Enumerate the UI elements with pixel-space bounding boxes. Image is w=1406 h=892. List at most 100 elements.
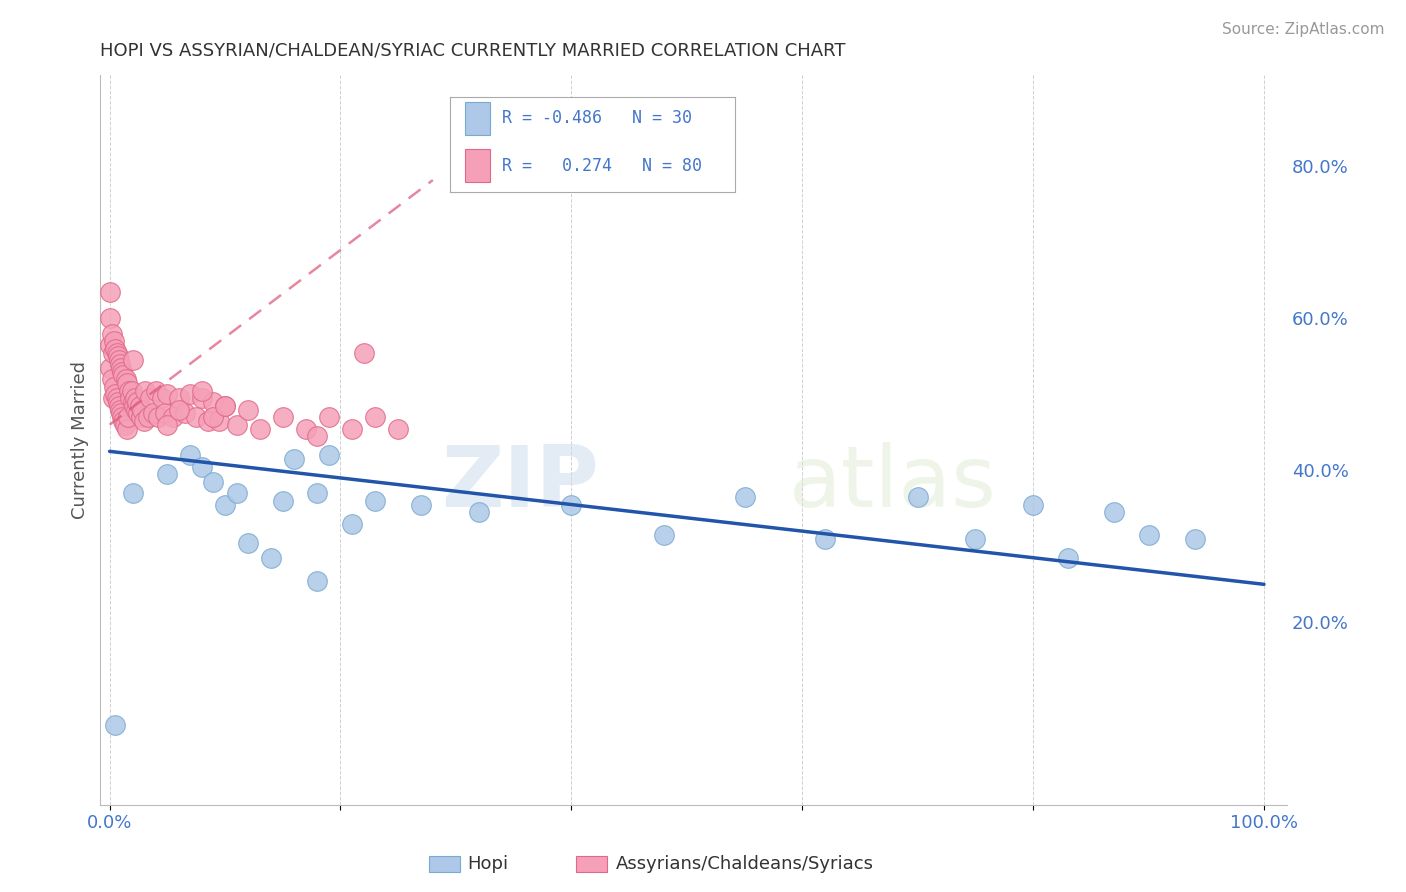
Point xyxy=(214,399,236,413)
Point xyxy=(107,395,129,409)
Point xyxy=(121,486,143,500)
Point xyxy=(127,395,149,409)
Point xyxy=(98,311,121,326)
Point xyxy=(1137,528,1160,542)
Point xyxy=(117,410,139,425)
Point xyxy=(145,384,167,398)
Point xyxy=(364,410,387,425)
Point xyxy=(907,490,929,504)
Point xyxy=(129,410,152,425)
Point xyxy=(110,360,132,375)
Point xyxy=(295,421,318,435)
Point xyxy=(121,395,143,409)
Text: ZIP: ZIP xyxy=(441,442,599,525)
Point xyxy=(146,410,169,425)
Point xyxy=(124,391,146,405)
Point xyxy=(111,365,134,379)
Point xyxy=(202,395,225,409)
Point xyxy=(225,486,247,500)
Point xyxy=(101,372,124,386)
Point xyxy=(260,550,283,565)
Point xyxy=(98,285,121,299)
Point xyxy=(236,402,259,417)
Point xyxy=(167,402,190,417)
Point xyxy=(179,448,201,462)
Point xyxy=(128,399,150,413)
Point xyxy=(98,338,121,352)
Text: HOPI VS ASSYRIAN/CHALDEAN/SYRIAC CURRENTLY MARRIED CORRELATION CHART: HOPI VS ASSYRIAN/CHALDEAN/SYRIAC CURRENT… xyxy=(100,42,846,60)
Point xyxy=(118,384,141,398)
Point xyxy=(150,391,173,405)
Point xyxy=(134,414,156,428)
Point xyxy=(271,493,294,508)
Point xyxy=(1184,532,1206,546)
Point xyxy=(387,421,409,435)
Text: Hopi: Hopi xyxy=(467,855,508,873)
Point xyxy=(108,402,131,417)
Point xyxy=(318,448,340,462)
Point xyxy=(1102,505,1125,519)
Point xyxy=(120,391,142,405)
Point xyxy=(122,399,145,413)
Point xyxy=(214,399,236,413)
Point xyxy=(136,410,159,425)
Point xyxy=(107,350,129,364)
Point xyxy=(104,342,127,356)
Text: Assyrians/Chaldeans/Syriacs: Assyrians/Chaldeans/Syriacs xyxy=(616,855,873,873)
Point xyxy=(225,417,247,432)
Point xyxy=(271,410,294,425)
Point xyxy=(162,410,184,425)
Point xyxy=(103,334,125,348)
Point xyxy=(202,410,225,425)
Point xyxy=(340,421,363,435)
Point xyxy=(214,498,236,512)
Point xyxy=(208,414,231,428)
Point xyxy=(115,376,138,390)
Point xyxy=(111,410,134,425)
Point xyxy=(734,490,756,504)
Point xyxy=(1056,550,1078,565)
Point xyxy=(110,406,132,420)
Point xyxy=(134,384,156,398)
Point xyxy=(131,402,153,417)
Point xyxy=(105,391,128,405)
Point xyxy=(142,406,165,420)
Point xyxy=(101,345,124,359)
Point xyxy=(307,574,329,588)
Point xyxy=(125,402,148,417)
Point xyxy=(103,380,125,394)
Point xyxy=(114,417,136,432)
Point xyxy=(652,528,675,542)
Point xyxy=(153,406,176,420)
Point xyxy=(156,467,179,482)
Point xyxy=(236,535,259,549)
Point xyxy=(197,414,219,428)
Point xyxy=(560,498,582,512)
Point xyxy=(105,345,128,359)
Point xyxy=(114,372,136,386)
Point xyxy=(364,493,387,508)
Point xyxy=(121,353,143,368)
Point xyxy=(139,391,162,405)
Point xyxy=(340,516,363,531)
Point xyxy=(112,368,135,383)
Point xyxy=(104,387,127,401)
Point xyxy=(112,414,135,428)
Point xyxy=(191,391,214,405)
Point xyxy=(108,353,131,368)
Point xyxy=(814,532,837,546)
Y-axis label: Currently Married: Currently Married xyxy=(72,361,89,519)
Point xyxy=(101,326,124,341)
Point xyxy=(98,360,121,375)
Point xyxy=(249,421,271,435)
Point xyxy=(104,718,127,732)
Point xyxy=(108,399,131,413)
Point xyxy=(173,406,195,420)
Point xyxy=(318,410,340,425)
Point xyxy=(468,505,491,519)
Text: atlas: atlas xyxy=(789,442,997,525)
Point xyxy=(156,417,179,432)
Point xyxy=(202,475,225,489)
Point xyxy=(191,459,214,474)
Point xyxy=(353,345,375,359)
